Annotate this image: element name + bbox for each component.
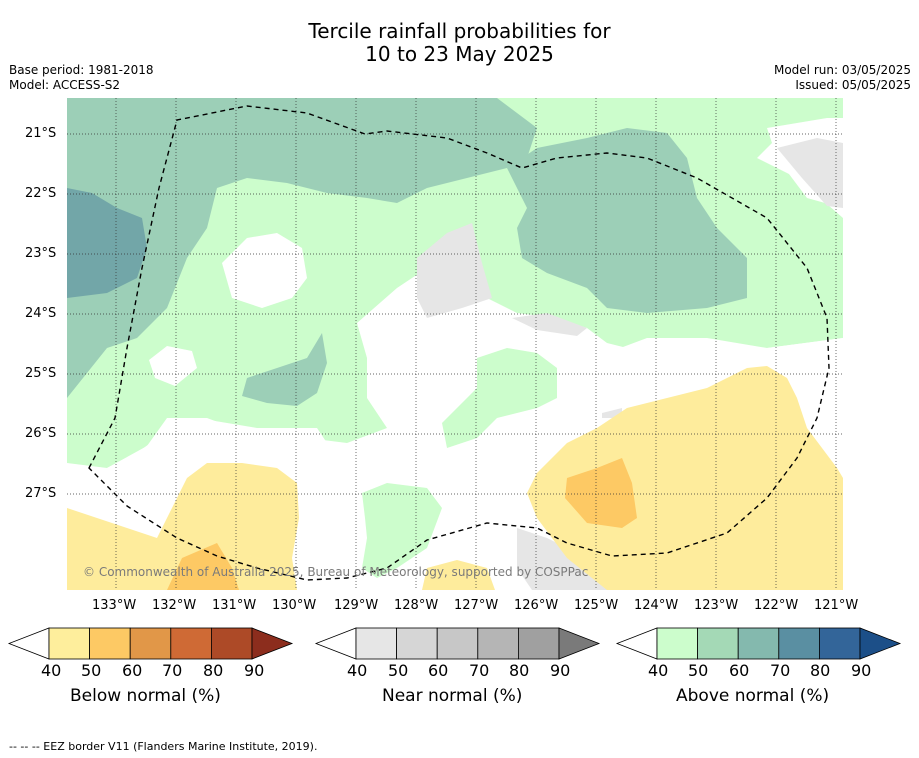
cb-tick: 90 [851,661,872,680]
colorbar-extend-low [615,627,658,660]
lat-label: 22°S [25,186,57,201]
above-normal-60-island [242,333,327,406]
map-title-line1: Tercile rainfall probabilities for [308,19,611,43]
above-normal-60-east [507,128,747,313]
cb-tick: 60 [729,661,750,680]
colorbars [7,627,902,660]
lon-label: 122°W [754,598,799,613]
cb-tick: 50 [81,661,102,680]
graticule [67,98,843,590]
lat-label: 24°S [25,306,57,321]
lon-label: 131°W [212,598,257,613]
colorbar-segment [518,627,560,660]
lon-label: 127°W [454,598,499,613]
colorbar-segment [656,627,698,660]
colorbar-segment [436,627,479,660]
colorbar-1 [314,627,601,660]
lon-label: 124°W [634,598,679,613]
cb-tick: 50 [388,661,409,680]
lon-label: 129°W [334,598,379,613]
cb-tick: 40 [648,661,669,680]
above-normal-island-2 [362,483,442,578]
eez-border [88,105,830,581]
lon-label: 130°W [272,598,317,613]
cb-tick: 60 [122,661,143,680]
cb-tick: 80 [810,661,831,680]
model-name: Model: ACCESS-S2 [9,78,121,92]
lon-label: 121°W [814,598,859,613]
lat-label: 26°S [25,426,57,441]
cb-tick: 70 [469,661,490,680]
model-run: Model run: 03/05/2025 [773,63,911,77]
below-normal-title: Below normal (%) [70,686,221,706]
colorbar-segment [129,627,172,660]
cb-tick: 80 [203,661,224,680]
colorbar-segment [48,627,90,660]
white-clearing-a [222,233,307,308]
lon-label: 132°W [152,598,197,613]
issued-date: Issued: 05/05/2025 [795,78,911,92]
lat-label: 23°S [25,246,57,261]
above-normal-70-region [67,188,147,298]
footnote: -- -- -- EEZ border V11 (Flanders Marine… [9,740,318,753]
lon-label: 133°W [92,598,137,613]
colorbar-0 [7,627,294,660]
base-period: Base period: 1981-2018 [9,63,154,77]
near-normal-title: Near normal (%) [382,686,523,706]
cb-tick: 70 [162,661,183,680]
below-normal-60-west [167,543,239,590]
lon-label: 123°W [694,598,739,613]
colorbar-extend-high [251,627,294,660]
colorbar-extend-low [314,627,357,660]
above-normal-title: Above normal (%) [676,686,830,706]
cb-tick: 90 [244,661,265,680]
copyright-text: © Commonwealth of Australia 2025, Bureau… [83,565,589,579]
cb-tick: 90 [550,661,571,680]
white-clearing-b [149,346,197,386]
colorbar-2 [615,627,902,660]
colorbar-segment [170,627,212,660]
below-normal-50-east [527,366,843,590]
map-title-line2: 10 to 23 May 2025 [365,42,554,66]
lon-label: 128°W [394,598,439,613]
colorbar-segment [697,627,739,660]
lat-label: 25°S [25,366,57,381]
colorbar-segment [210,627,253,660]
cb-tick: 70 [770,661,791,680]
colorbar-segment [819,627,861,660]
colorbar-segment [477,627,519,660]
lat-label: 21°S [25,126,57,141]
cb-tick: 80 [509,661,530,680]
lon-label: 125°W [574,598,619,613]
cb-tick: 40 [347,661,368,680]
colorbar-segment [89,627,131,660]
colorbar-extend-high [558,627,601,660]
probability-map: © Commonwealth of Australia 2025, Bureau… [67,98,843,590]
below-normal-50-south [422,560,495,590]
colorbar-segment [355,627,397,660]
near-normal-region-c [777,138,843,208]
below-normal-50-west [67,463,299,590]
cb-tick: 50 [688,661,709,680]
colorbar-extend-high [859,627,902,660]
cb-tick: 40 [41,661,62,680]
colorbar-segment [396,627,438,660]
colorbar-segment [737,627,780,660]
cb-tick: 60 [428,661,449,680]
near-normal-region-b [512,313,587,336]
near-normal-region-a [417,223,492,318]
colorbar-segment [778,627,820,660]
colorbar-extend-low [7,627,50,660]
lon-label: 126°W [514,598,559,613]
map-svg [67,98,843,590]
above-normal-island-1 [442,348,557,448]
above-normal-60-region [67,98,537,398]
below-normal-60-east [565,458,637,528]
lat-label: 27°S [25,486,57,501]
